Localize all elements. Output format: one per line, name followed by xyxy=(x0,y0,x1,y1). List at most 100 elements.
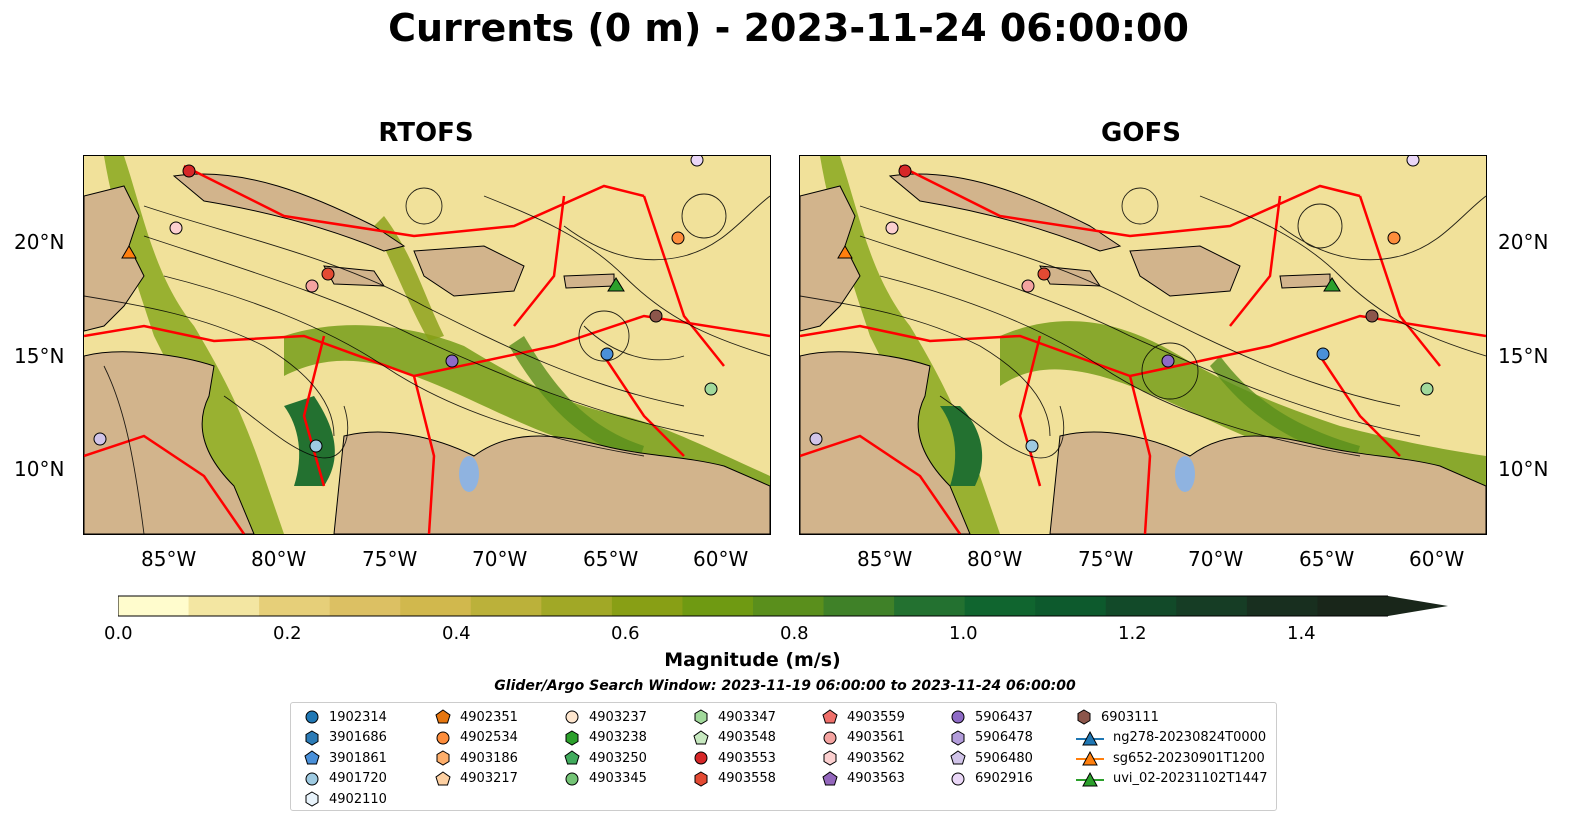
colorbar-tick-6: 1.2 xyxy=(1118,623,1147,644)
search-window-text: Glider/Argo Search Window: 2023-11-19 06… xyxy=(494,678,1076,694)
pentagon-marker-icon xyxy=(435,709,451,724)
legend-item-label: 4903250 xyxy=(589,750,647,766)
colorbar-segment xyxy=(400,596,472,616)
legend-item: 4903217 xyxy=(434,769,518,789)
legend-item: 3901861 xyxy=(303,748,387,768)
legend-item: 4903553 xyxy=(692,748,776,768)
legend-item-label: 6903111 xyxy=(1101,709,1159,725)
circle-marker-icon xyxy=(565,772,579,785)
legend-item-label: sg652-20230901T1200 xyxy=(1113,750,1265,766)
legend-item-label: 4903553 xyxy=(718,750,776,766)
legend-item: 5906437 xyxy=(949,707,1033,727)
legend-item: 3901686 xyxy=(303,728,387,748)
hexagon-marker-icon xyxy=(694,770,708,787)
legend-item-label: 4903559 xyxy=(847,709,905,725)
colorbar-segment xyxy=(1246,596,1318,616)
hexagon-marker-icon xyxy=(305,791,319,807)
legend-item: 4901720 xyxy=(303,769,387,789)
legend-item: 5906478 xyxy=(949,728,1033,748)
lon-label-right-60w: 60°W xyxy=(1409,547,1465,571)
lon-label-right-80w: 80°W xyxy=(967,547,1023,571)
lat-label-left-15n: 15°N xyxy=(14,344,65,368)
legend-item: 4903558 xyxy=(692,769,776,789)
legend-item-label: 4902110 xyxy=(329,791,387,807)
legend-item-label: uvi_02-20231102T1447 xyxy=(1113,771,1268,786)
legend-item-label: 4903548 xyxy=(718,730,776,745)
legend-item-label: 4902534 xyxy=(460,730,518,745)
colorbar-segment xyxy=(964,596,1036,616)
colorbar-segment xyxy=(329,596,401,616)
triangle-line-marker-icon xyxy=(1076,750,1104,766)
map-rtofs-canvas xyxy=(84,156,770,534)
lon-label-left-80w: 80°W xyxy=(251,547,307,571)
colorbar-segment xyxy=(1176,596,1248,616)
legend-item: 4903561 xyxy=(821,728,905,748)
legend-item-label: 5906437 xyxy=(975,709,1033,725)
colorbar-segment xyxy=(1317,596,1389,616)
colorbar-segment xyxy=(1035,596,1107,616)
legend-item: 4903559 xyxy=(821,707,905,727)
pentagon-marker-icon xyxy=(564,750,580,765)
colorbar-segment xyxy=(188,596,260,616)
legend-item: 4903186 xyxy=(434,748,518,768)
legend-item: 4903238 xyxy=(563,728,647,748)
panel-title-gofs: GOFS xyxy=(1101,118,1181,148)
colorbar-tick-1: 0.2 xyxy=(273,623,302,644)
colorbar-segment xyxy=(894,596,966,616)
colorbar-tick-0: 0.0 xyxy=(104,623,133,644)
colorbar-tick-4: 0.8 xyxy=(780,623,809,644)
colorbar-segment xyxy=(118,596,190,616)
lat-label-right-15n: 15°N xyxy=(1498,344,1549,368)
triangle-line-marker-icon xyxy=(1076,730,1104,745)
colorbar xyxy=(118,595,1448,617)
colorbar-segment xyxy=(259,596,331,616)
legend-item: 4903347 xyxy=(692,707,776,727)
legend-item-label: 4901720 xyxy=(329,771,387,786)
circle-marker-icon xyxy=(565,710,579,724)
hexagon-marker-icon xyxy=(694,709,708,725)
legend-item-label: 5906478 xyxy=(975,730,1033,745)
colorbar-segment xyxy=(470,596,542,616)
panel-title-rtofs: RTOFS xyxy=(378,118,474,148)
colorbar-tick-2: 0.4 xyxy=(442,623,471,644)
legend-item: 4903237 xyxy=(563,707,647,727)
legend-item: 1902314 xyxy=(303,707,387,727)
legend-item-label: 3901861 xyxy=(329,750,387,766)
legend-item: ng278-20230824T0000 xyxy=(1075,728,1266,748)
lon-label-right-65w: 65°W xyxy=(1299,547,1355,571)
legend-item: 5906480 xyxy=(949,748,1033,768)
legend-item: 4902534 xyxy=(434,728,518,748)
lon-label-right-85w: 85°W xyxy=(857,547,913,571)
legend-item: 4902110 xyxy=(303,789,387,809)
legend-item: 4903548 xyxy=(692,728,776,748)
pentagon-marker-icon xyxy=(822,709,838,724)
legend-item-label: 4903347 xyxy=(718,709,776,725)
legend-item-label: 5906480 xyxy=(975,750,1033,766)
colorbar-segment xyxy=(611,596,683,616)
legend-item-label: 4903217 xyxy=(460,771,518,786)
lon-label-left-65w: 65°W xyxy=(583,547,639,571)
lon-label-left-85w: 85°W xyxy=(141,547,197,571)
circle-marker-icon xyxy=(951,710,965,724)
legend-item-label: ng278-20230824T0000 xyxy=(1113,730,1267,745)
legend-item-label: 4903561 xyxy=(847,730,905,745)
map-panel-gofs xyxy=(799,155,1487,535)
legend-item-label: 4903558 xyxy=(718,771,776,786)
colorbar-segment xyxy=(753,596,825,616)
legend-item-label: 4903237 xyxy=(589,709,647,725)
lat-label-right-10n: 10°N xyxy=(1498,457,1549,481)
colorbar-segment xyxy=(1105,596,1177,616)
colorbar-tick-3: 0.6 xyxy=(611,623,640,644)
legend-item-label: 4903186 xyxy=(460,750,518,766)
pentagon-marker-icon xyxy=(693,729,709,744)
colorbar-segment xyxy=(823,596,895,616)
page-title: Currents (0 m) - 2023-11-24 06:00:00 xyxy=(388,6,1189,50)
circle-marker-icon xyxy=(694,751,708,765)
map-gofs-canvas xyxy=(800,156,1486,534)
legend-item: 4902351 xyxy=(434,707,518,727)
legend-item-label: 4902351 xyxy=(460,709,518,725)
legend-item: 6902916 xyxy=(949,769,1033,789)
legend-item: uvi_02-20231102T1447 xyxy=(1075,769,1267,789)
pentagon-marker-icon xyxy=(950,750,966,765)
lat-label-left-20n: 20°N xyxy=(14,230,65,254)
